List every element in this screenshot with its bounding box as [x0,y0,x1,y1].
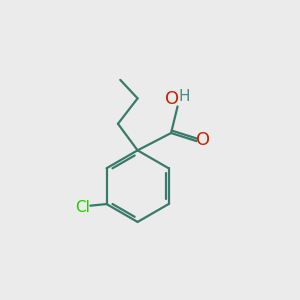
Text: O: O [165,90,179,108]
Text: H: H [178,89,190,104]
Text: O: O [196,131,210,149]
Text: Cl: Cl [75,200,90,215]
